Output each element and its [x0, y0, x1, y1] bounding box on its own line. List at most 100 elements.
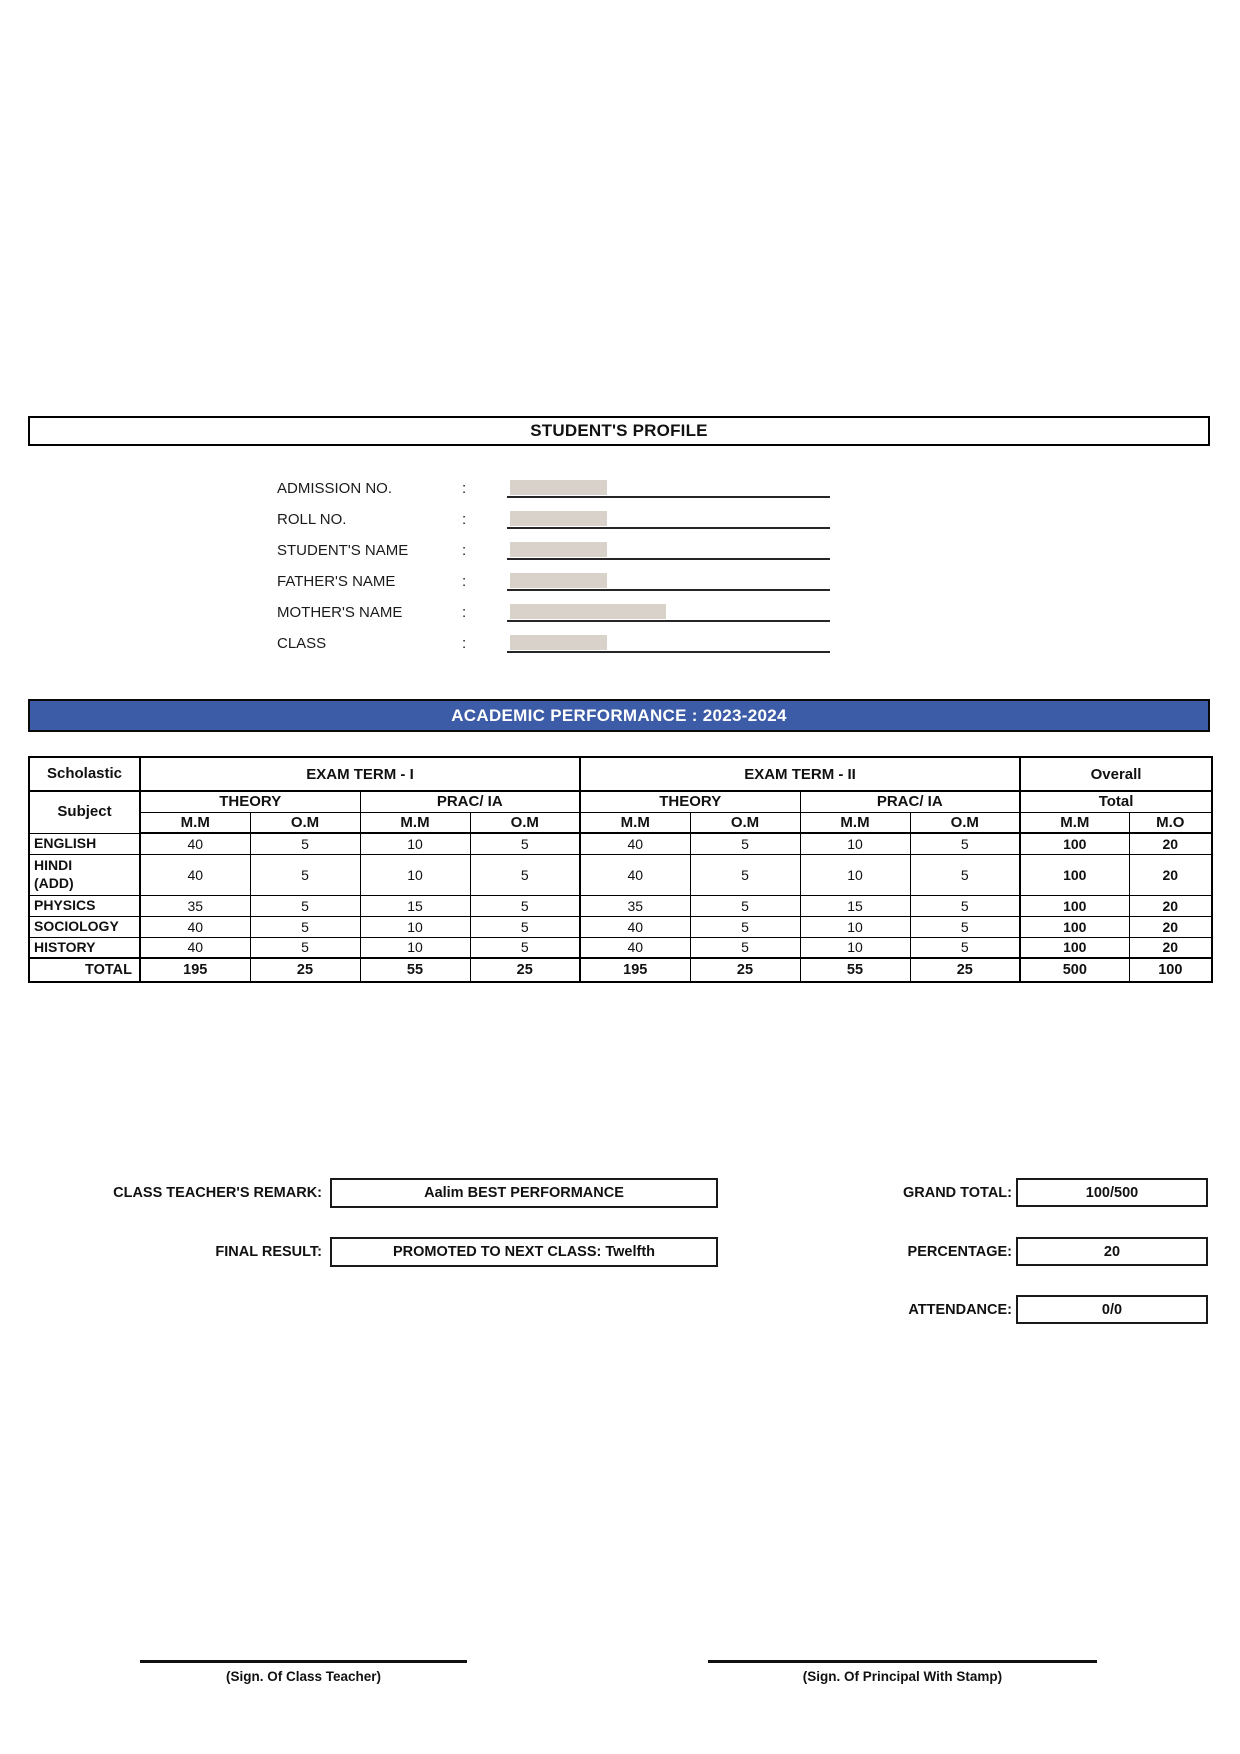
mark-cell: 20 — [1128, 894, 1213, 917]
mark-cell: 40 — [579, 832, 691, 855]
mark-cell: 5 — [249, 853, 361, 896]
mark-cell: 40 — [579, 853, 691, 896]
attendance-value: 0/0 — [1101, 1301, 1123, 1318]
field-value-line — [507, 478, 830, 498]
percentage-label: PERCENTAGE: — [907, 1244, 1012, 1260]
final-result-value: PROMOTED TO NEXT CLASS: Twelfth — [392, 1244, 656, 1260]
subgroup-theory-term2: THEORY — [579, 790, 801, 813]
mark-cell: 5 — [689, 853, 801, 896]
mark-cell: 15 — [799, 894, 911, 917]
field-colon: : — [462, 573, 467, 590]
mark-cell: 5 — [249, 832, 361, 855]
subject-cell: SOCIOLOGY — [28, 915, 141, 938]
mark-cell: 100 — [1128, 957, 1213, 983]
col-header: O.M — [249, 811, 361, 834]
field-value-line — [507, 540, 830, 560]
mark-cell: 5 — [909, 936, 1021, 959]
field-label: FATHER'S NAME — [277, 573, 396, 590]
mark-cell: 40 — [579, 915, 691, 938]
field-value-line — [507, 633, 830, 653]
mark-cell: 5 — [469, 936, 581, 959]
field-row-mother-name: MOTHER'S NAME : — [0, 602, 1240, 628]
mark-cell: 5 — [249, 915, 361, 938]
redacted-value-box — [510, 511, 607, 526]
field-value-line — [507, 509, 830, 529]
mark-cell: 100 — [1019, 853, 1130, 896]
signature-principal: (Sign. Of Principal With Stamp) — [708, 1660, 1097, 1684]
marks-table: Scholastic EXAM TERM - I EXAM TERM - II … — [28, 756, 1214, 983]
mark-cell: 5 — [689, 832, 801, 855]
table-row-hindi: HINDI (ADD) 40 5 10 5 40 5 10 5 100 20 — [28, 853, 1213, 896]
mark-cell: 20 — [1128, 853, 1213, 896]
mark-cell: 5 — [689, 894, 801, 917]
table-row-history: HISTORY 40 5 10 5 40 5 10 5 100 20 — [28, 936, 1213, 959]
mark-cell: 10 — [799, 832, 911, 855]
redacted-value-box — [510, 573, 607, 588]
subgroup-total: Total — [1019, 790, 1213, 813]
signature-line — [708, 1660, 1097, 1663]
mark-cell: 100 — [1019, 915, 1130, 938]
mark-cell: 10 — [359, 915, 471, 938]
table-row-sociology: SOCIOLOGY 40 5 10 5 40 5 10 5 100 20 — [28, 915, 1213, 938]
col-header: M.M — [579, 811, 691, 834]
subject-cell: ENGLISH — [28, 832, 141, 855]
mark-cell: 5 — [469, 915, 581, 938]
signature-label: (Sign. Of Principal With Stamp) — [802, 1669, 1003, 1684]
grand-total-value: 100/500 — [1085, 1184, 1139, 1201]
mark-cell: 5 — [469, 853, 581, 896]
mark-cell: 5 — [689, 915, 801, 938]
mark-cell: 55 — [359, 957, 471, 983]
table-row-total: TOTAL 195 25 55 25 195 25 55 25 500 100 — [28, 957, 1213, 983]
mark-cell: 5 — [909, 894, 1021, 917]
col-header: M.M — [1019, 811, 1130, 834]
field-row-father-name: FATHER'S NAME : — [0, 571, 1240, 597]
col-header: M.O — [1128, 811, 1213, 834]
attendance-label: ATTENDANCE: — [908, 1302, 1012, 1318]
signature-line — [140, 1660, 467, 1663]
mark-cell: 20 — [1128, 915, 1213, 938]
mark-cell: 40 — [139, 832, 251, 855]
students-profile-title: STUDENT'S PROFILE — [530, 421, 708, 440]
field-row-class: CLASS : — [0, 633, 1240, 659]
students-profile-box: STUDENT'S PROFILE — [28, 416, 1210, 446]
subgroup-theory-term1: THEORY — [139, 790, 361, 813]
mark-cell: 35 — [579, 894, 691, 917]
field-value-line — [507, 571, 830, 591]
final-result-label: FINAL RESULT: — [215, 1244, 322, 1260]
corner-subject: Subject — [28, 790, 141, 834]
field-label: STUDENT'S NAME — [277, 542, 409, 559]
group-exam-term-1: EXAM TERM - I — [139, 756, 581, 792]
group-exam-term-2: EXAM TERM - II — [578, 756, 1021, 792]
subgroup-prac-term1: PRAC/ IA — [359, 790, 581, 813]
attendance-value-box: 0/0 — [1016, 1295, 1208, 1324]
mark-cell: 500 — [1019, 957, 1130, 983]
mark-cell: 15 — [359, 894, 471, 917]
group-overall: Overall — [1019, 756, 1213, 792]
mark-cell: 10 — [799, 915, 911, 938]
col-header: M.M — [139, 811, 251, 834]
mark-cell: 25 — [469, 957, 581, 983]
table-row-physics: PHYSICS 35 5 15 5 35 5 15 5 100 20 — [28, 894, 1213, 917]
field-colon: : — [462, 542, 467, 559]
mark-cell: 100 — [1019, 936, 1130, 959]
field-colon: : — [462, 511, 467, 528]
field-label: CLASS — [277, 635, 327, 652]
mark-cell: 25 — [909, 957, 1021, 983]
mark-cell: 10 — [799, 936, 911, 959]
field-label: ROLL NO. — [277, 511, 347, 528]
mark-cell: 40 — [139, 936, 251, 959]
percentage-value-box: 20 — [1016, 1237, 1208, 1266]
mark-cell: 25 — [689, 957, 801, 983]
field-colon: : — [462, 480, 467, 497]
col-header: M.M — [799, 811, 911, 834]
mark-cell: 10 — [359, 832, 471, 855]
field-label: ADMISSION NO. — [277, 480, 393, 497]
redacted-value-box — [510, 480, 607, 495]
mark-cell: 35 — [139, 894, 251, 917]
mark-cell: 10 — [359, 936, 471, 959]
remark-value: Aalim BEST PERFORMANCE — [424, 1185, 624, 1201]
mark-cell: 100 — [1019, 894, 1130, 917]
field-colon: : — [462, 635, 467, 652]
mark-cell: 20 — [1128, 832, 1213, 855]
mark-cell: 5 — [469, 894, 581, 917]
